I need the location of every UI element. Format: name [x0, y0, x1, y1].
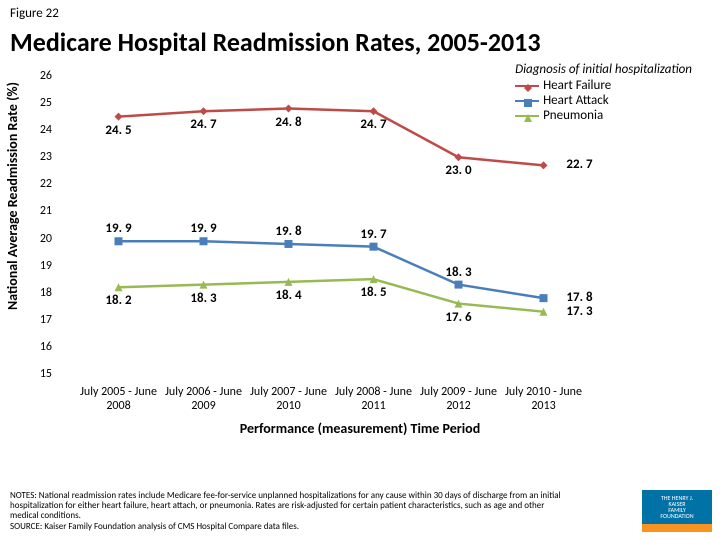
data-label: 18. 2 [105, 293, 131, 308]
data-label: 19. 7 [360, 227, 386, 242]
legend-marker-icon [524, 97, 532, 105]
notes-line1: NOTES: National readmission rates includ… [10, 490, 561, 522]
legend-item: Heart Attack [515, 94, 692, 109]
data-label: 24. 7 [360, 117, 386, 132]
data-label: 19. 9 [190, 221, 216, 236]
data-label: 17. 3 [566, 304, 592, 319]
notes-line2: SOURCE: Kaiser Family Foundation analysi… [10, 521, 299, 532]
x-tick: July 2006 - June 2009 [159, 386, 249, 414]
figure-number: Figure 22 [10, 6, 59, 21]
x-tick: July 2010 - June 2013 [499, 386, 589, 414]
y-tick: 20 [28, 232, 52, 246]
data-label: 19. 8 [275, 224, 301, 239]
data-label: 18. 3 [445, 265, 471, 280]
plot-area: Diagnosis of initial hospitalization Hea… [56, 70, 696, 380]
notes: NOTES: National readmission rates includ… [10, 491, 570, 532]
legend-line-icon [515, 115, 539, 117]
data-label: 24. 7 [190, 117, 216, 132]
y-tick: 15 [28, 367, 52, 381]
data-label: 24. 5 [105, 123, 131, 138]
kff-logo: THE HENRY J. KAISER FAMILY FOUNDATION [642, 490, 712, 532]
x-tick: July 2005 - June 2008 [74, 386, 164, 414]
y-tick: 25 [28, 96, 52, 110]
y-tick: 21 [28, 204, 52, 218]
legend-item: Heart Failure [515, 79, 692, 94]
legend-marker-icon [524, 82, 532, 90]
kff-logo-text: THE HENRY J. KAISER FAMILY FOUNDATION [642, 490, 712, 524]
legend: Diagnosis of initial hospitalization Hea… [515, 62, 692, 124]
y-tick: 23 [28, 150, 52, 164]
logo-l4: FOUNDATION [660, 513, 693, 519]
chart-title: Medicare Hospital Readmission Rates, 200… [10, 26, 541, 58]
y-tick: 18 [28, 286, 52, 300]
data-label: 24. 8 [275, 115, 301, 130]
data-label: 18. 5 [360, 285, 386, 300]
y-axis-label: National Average Readmission Rate (%) [4, 82, 21, 310]
data-label: 18. 4 [275, 288, 301, 303]
legend-label: Heart Failure [543, 79, 611, 94]
data-label: 17. 6 [445, 310, 471, 325]
legend-title: Diagnosis of initial hospitalization [515, 62, 692, 77]
y-tick: 19 [28, 259, 52, 273]
y-tick: 22 [28, 177, 52, 191]
chart-container: National Average Readmission Rate (%) Di… [0, 70, 720, 430]
data-label: 19. 9 [105, 221, 131, 236]
y-tick: 16 [28, 340, 52, 354]
x-tick: July 2008 - June 2011 [329, 386, 419, 414]
data-label: 18. 3 [190, 291, 216, 306]
legend-label: Heart Attack [543, 94, 609, 109]
legend-marker-icon [524, 112, 532, 120]
kff-logo-bar [642, 524, 712, 532]
legend-line-icon [515, 85, 539, 87]
data-label: 23. 0 [445, 163, 471, 178]
y-tick: 24 [28, 123, 52, 137]
legend-line-icon [515, 100, 539, 102]
y-tick: 17 [28, 313, 52, 327]
y-tick: 26 [28, 69, 52, 83]
legend-item: Pneumonia [515, 109, 692, 124]
x-axis-label: Performance (measurement) Time Period [0, 420, 720, 437]
x-tick: July 2007 - June 2010 [244, 386, 334, 414]
legend-label: Pneumonia [543, 109, 603, 124]
x-tick: July 2009 - June 2012 [414, 386, 504, 414]
data-label: 22. 7 [566, 157, 592, 172]
